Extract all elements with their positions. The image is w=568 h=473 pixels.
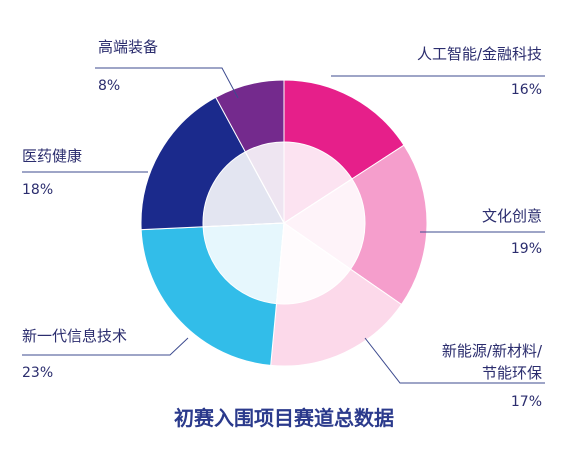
slice-name-4: 医药健康 — [22, 147, 82, 165]
leader-line-3 — [22, 337, 189, 356]
leader-line-5 — [95, 67, 239, 99]
inner-slice-1 — [283, 178, 366, 270]
slice-labels: 人工智能/金融科技 16% 文化创意 19% 新能源/新材料/节能环保 17% 新一代信息技… — [22, 38, 543, 410]
inner-ring — [202, 141, 366, 305]
leader-line-2 — [364, 337, 545, 384]
inner-slice-4 — [202, 151, 285, 228]
inner-slice-0 — [283, 141, 353, 224]
slice-name-0: 人工智能/金融科技 — [417, 45, 542, 63]
slice-percent-4: 18% — [22, 182, 53, 198]
slice-name-5: 高端装备 — [98, 38, 158, 56]
slice-percent-5: 8% — [98, 78, 120, 94]
inner-slice-5 — [244, 141, 285, 224]
slice-percent-1: 19% — [511, 241, 542, 257]
slice-percent-3: 23% — [22, 365, 53, 381]
slice-percent-2: 17% — [511, 394, 542, 410]
inner-slice-2 — [275, 222, 352, 305]
slice-name-2: 新能源/新材料/节能环保 — [442, 342, 543, 382]
slice-percent-0: 16% — [511, 82, 542, 98]
slice-name-3: 新一代信息技术 — [22, 327, 127, 345]
inner-slice-3 — [202, 222, 285, 305]
chart-title: 初赛入围项目赛道总数据 — [174, 406, 394, 430]
leader-lines — [22, 67, 545, 384]
slice-name-1: 文化创意 — [482, 207, 542, 225]
